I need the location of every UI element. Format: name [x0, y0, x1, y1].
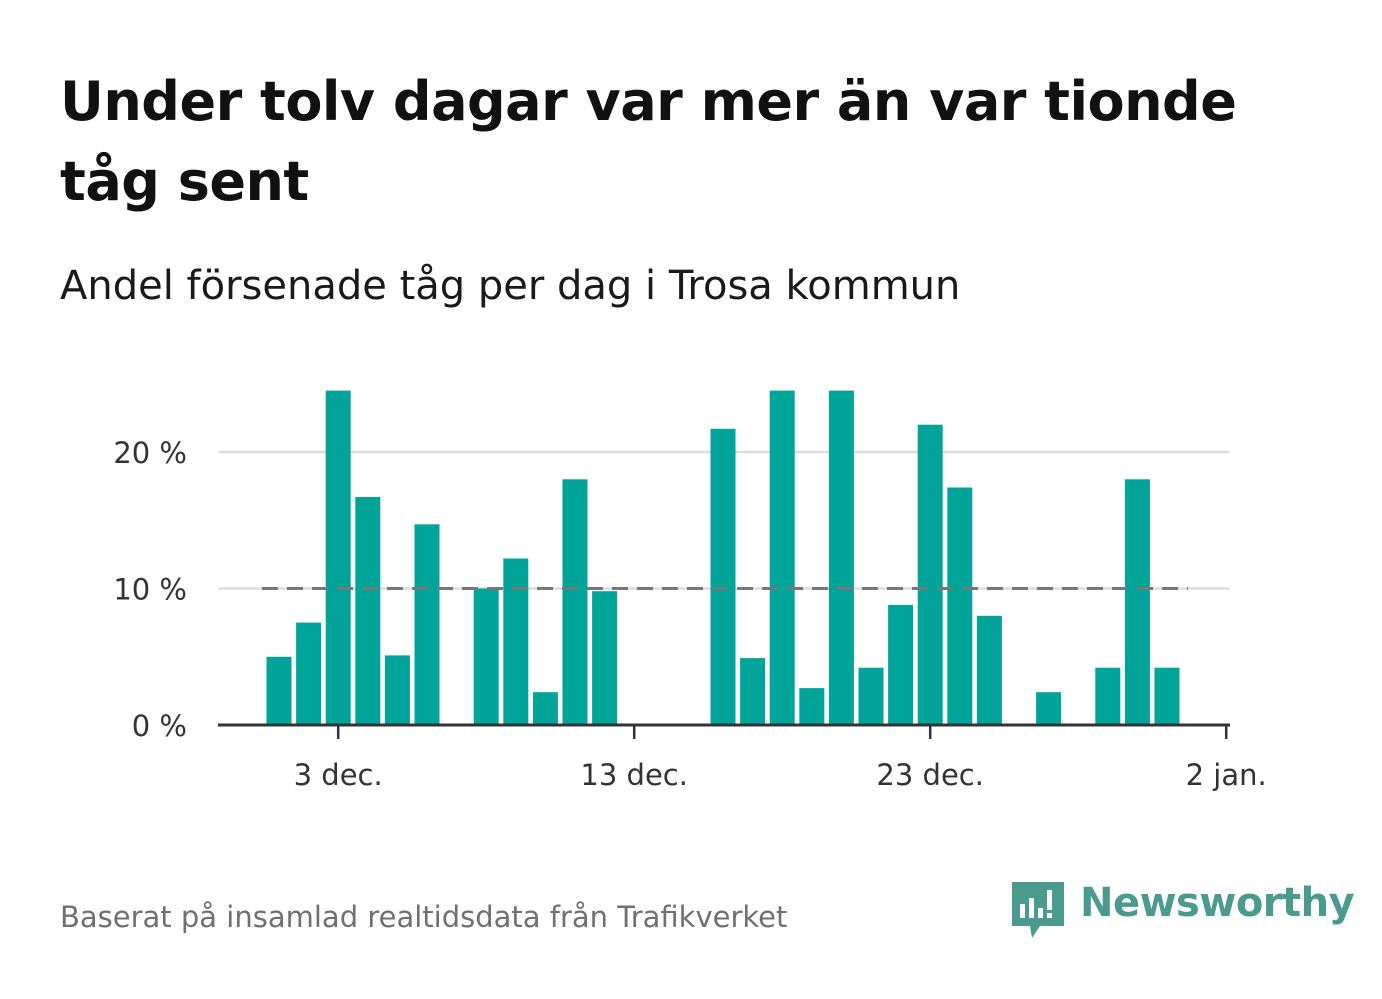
bars [266, 390, 1180, 726]
bar-2023-12-10 [532, 692, 558, 725]
bar-2023-12-18 [769, 390, 795, 725]
bar-2023-12-05 [384, 655, 410, 725]
newsworthy-logo-icon [1012, 882, 1064, 938]
bar-2023-12-25 [976, 615, 1002, 725]
bar-2023-12-09 [503, 558, 529, 725]
bar-2023-12-04 [355, 497, 381, 725]
x-tick-label: 3 dec. [294, 758, 383, 792]
chart-title: Under tolv dagar var mer än var tionde t… [60, 70, 1237, 213]
bar-2023-12-21 [858, 667, 884, 725]
y-tick-label: 20 % [113, 436, 187, 470]
axes: 0 % 10 % 20 % 3 dec. 13 dec. 23 dec. 2 jan. [113, 436, 1266, 792]
bar-2023-12-12 [592, 591, 618, 725]
bar-2023-12-31 [1154, 667, 1180, 725]
bar-2023-12-24 [947, 487, 973, 725]
bar-2023-12-23 [917, 424, 943, 725]
x-tick-label: 2 jan. [1186, 758, 1267, 792]
bar-2023-12-03 [325, 390, 351, 725]
bar-2023-12-29 [1095, 667, 1121, 725]
bar-2023-12-27 [1036, 692, 1062, 725]
bar-2023-12-17 [740, 658, 766, 725]
bar-2023-12-22 [888, 604, 914, 725]
x-tick-label: 13 dec. [580, 758, 688, 792]
chart-subtitle: Andel försenade tåg per dag i Trosa komm… [60, 263, 961, 309]
brand-logo: Newsworthy [1010, 878, 1355, 942]
bar-2023-12-19 [799, 688, 825, 725]
bar-2023-12-11 [562, 479, 588, 725]
brand-name: Newsworthy [1080, 880, 1355, 926]
bar-2023-12-08 [473, 588, 499, 725]
x-tick-label: 23 dec. [876, 758, 984, 792]
bar-2023-12-20 [828, 390, 854, 725]
bar-2023-12-16 [710, 428, 736, 725]
bar-2023-12-30 [1124, 479, 1150, 725]
y-tick-label: 0 % [132, 709, 187, 743]
y-tick-label: 10 % [113, 573, 187, 607]
source-note: Baserat på insamlad realtidsdata från Tr… [60, 900, 788, 934]
bar-2023-12-01 [266, 656, 292, 726]
bar-chart: 0 % 10 % 20 % 3 dec. 13 dec. 23 dec. 2 jan. [113, 390, 1267, 792]
bar-2023-12-02 [296, 622, 322, 725]
bar-2023-12-06 [414, 524, 440, 725]
